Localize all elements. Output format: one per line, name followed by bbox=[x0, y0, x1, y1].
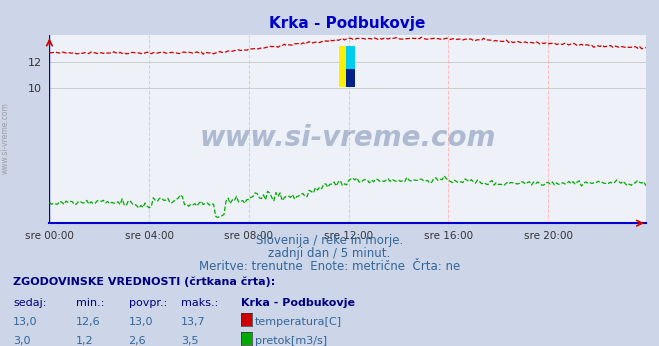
Text: temperatura[C]: temperatura[C] bbox=[255, 317, 342, 327]
Text: 3,5: 3,5 bbox=[181, 336, 199, 346]
Text: maks.:: maks.: bbox=[181, 298, 219, 308]
Text: www.si-vreme.com: www.si-vreme.com bbox=[200, 124, 496, 152]
Text: 13,7: 13,7 bbox=[181, 317, 206, 327]
Text: sedaj:: sedaj: bbox=[13, 298, 47, 308]
Bar bbox=[346, 69, 355, 88]
Text: ZGODOVINSKE VREDNOSTI (črtkana črta):: ZGODOVINSKE VREDNOSTI (črtkana črta): bbox=[13, 277, 275, 288]
Text: povpr.:: povpr.: bbox=[129, 298, 167, 308]
Text: zadnji dan / 5 minut.: zadnji dan / 5 minut. bbox=[268, 247, 391, 260]
Text: 1,2: 1,2 bbox=[76, 336, 94, 346]
Text: www.si-vreme.com: www.si-vreme.com bbox=[1, 102, 10, 174]
Text: pretok[m3/s]: pretok[m3/s] bbox=[255, 336, 327, 346]
Text: 13,0: 13,0 bbox=[129, 317, 153, 327]
Text: min.:: min.: bbox=[76, 298, 104, 308]
Text: Krka - Podbukovje: Krka - Podbukovje bbox=[241, 298, 355, 308]
Text: 13,0: 13,0 bbox=[13, 317, 38, 327]
Bar bbox=[339, 46, 346, 88]
Text: Slovenija / reke in morje.: Slovenija / reke in morje. bbox=[256, 234, 403, 247]
Title: Krka - Podbukovje: Krka - Podbukovje bbox=[270, 16, 426, 31]
Text: Meritve: trenutne  Enote: metrične  Črta: ne: Meritve: trenutne Enote: metrične Črta: … bbox=[199, 260, 460, 273]
Text: 3,0: 3,0 bbox=[13, 336, 31, 346]
Text: 2,6: 2,6 bbox=[129, 336, 146, 346]
Bar bbox=[346, 46, 355, 69]
Text: 12,6: 12,6 bbox=[76, 317, 100, 327]
